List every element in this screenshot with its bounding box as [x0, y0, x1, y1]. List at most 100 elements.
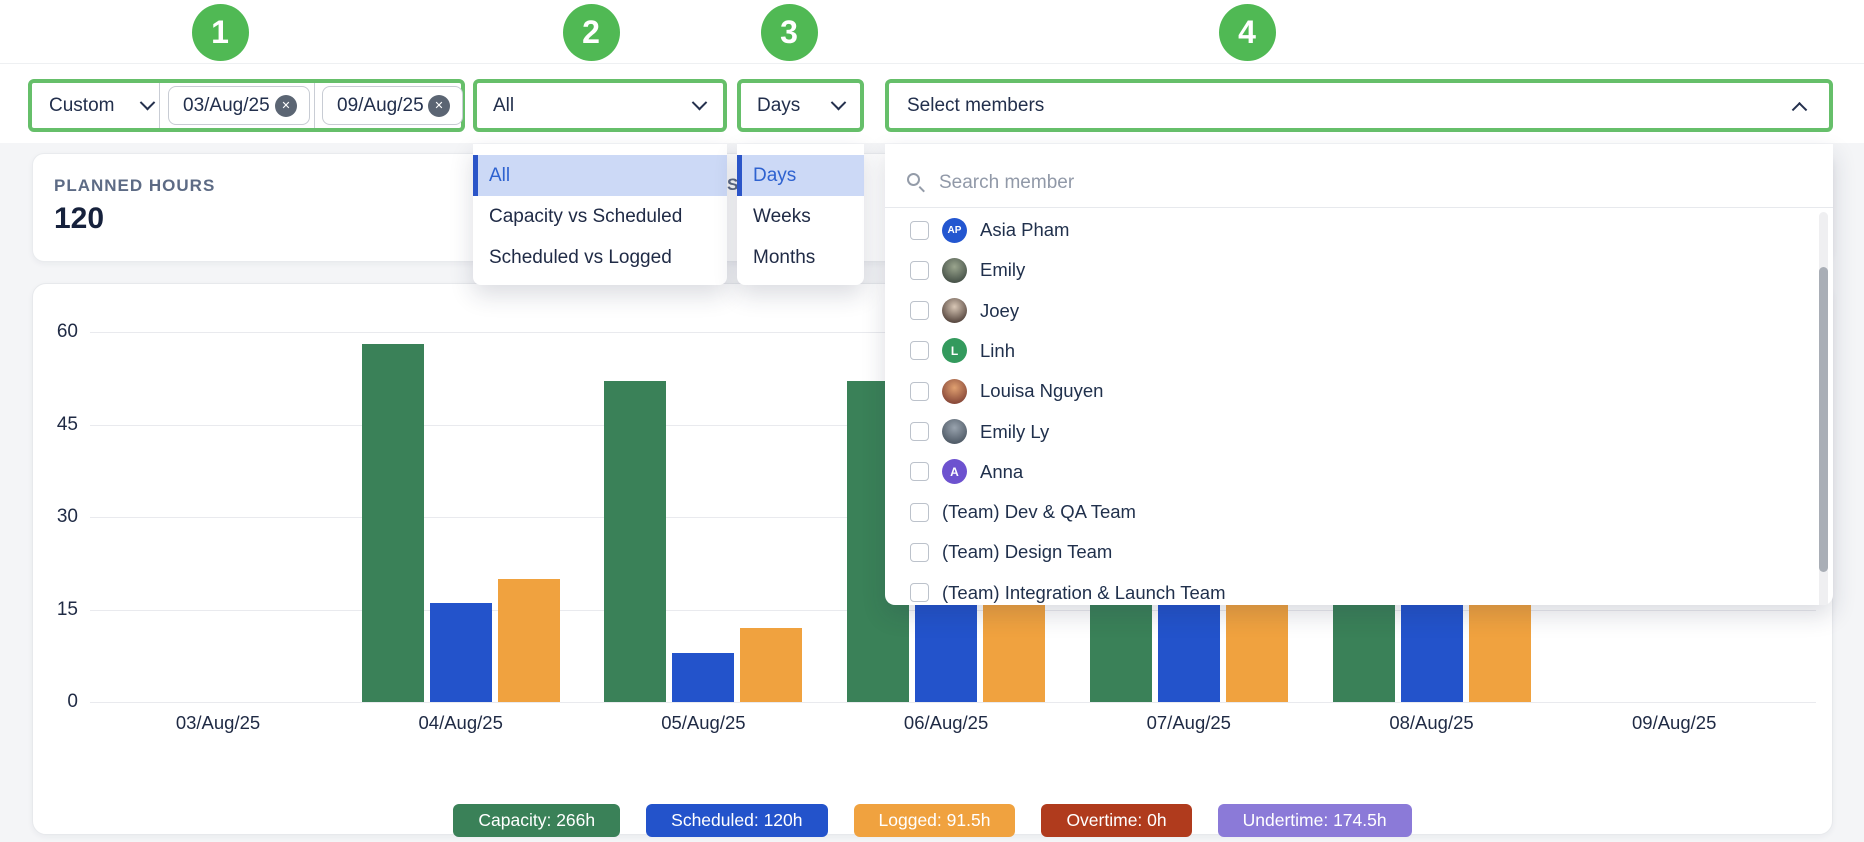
member-name: Joey [980, 299, 1020, 321]
chart-legend: Capacity: 266h Scheduled: 120h Logged: 91.… [32, 804, 1833, 837]
member-checkbox[interactable] [910, 422, 929, 441]
member-row[interactable]: (Team) Dev & QA Team [885, 492, 1833, 532]
y-axis-label-60: 60 [56, 321, 78, 342]
avatar [942, 298, 967, 324]
avatar [942, 257, 967, 283]
y-axis-label-45: 45 [56, 413, 78, 435]
members-dropdown-panel: Search member AP Asia Pham Emily Joey L Linh L… [885, 144, 1833, 605]
legend-undertime[interactable]: Undertime: 174.5h [1217, 804, 1412, 837]
member-row[interactable]: L Linh [885, 331, 1833, 371]
member-name: Emily Ly [980, 420, 1050, 442]
member-checkbox[interactable] [910, 260, 929, 280]
member-name: Linh [980, 339, 1015, 361]
x-axis-label-07-Aug-25: 07/Aug/25 [1146, 712, 1231, 733]
x-axis-label-09-Aug-25: 09/Aug/25 [1632, 712, 1717, 733]
interval-dropdown-menu: Days Weeks Months [737, 144, 864, 285]
menu-option-all[interactable]: All [473, 155, 727, 196]
scrollbar-thumb[interactable] [1819, 267, 1828, 572]
start-date-value: 03/Aug/25 [183, 94, 270, 116]
bar-scheduled-05-Aug-25 [672, 652, 735, 702]
x-axis-label-03-Aug-25: 03/Aug/25 [175, 712, 261, 733]
gridline-0 [90, 702, 1816, 703]
chevron-up-icon [1791, 101, 1808, 118]
member-name: Emily [980, 259, 1026, 281]
chevron-down-icon [691, 94, 708, 111]
member-row[interactable]: Joey [885, 291, 1833, 331]
legend-scheduled[interactable]: Scheduled: 120h [646, 804, 828, 837]
end-date-value: 09/Aug/25 [337, 94, 424, 116]
step-badge-1: 1 [191, 4, 249, 61]
member-row[interactable]: (Team) Design Team [885, 532, 1833, 572]
clear-end-date-icon[interactable]: ✕ [428, 94, 450, 117]
menu-option-scheduled-vs-logged[interactable]: Scheduled vs Logged [489, 246, 672, 268]
member-search-input[interactable]: Search member [939, 171, 1075, 193]
members-select[interactable]: Select members [885, 79, 1833, 132]
x-axis-label-05-Aug-25: 05/Aug/25 [661, 712, 746, 733]
bar-capacity-04-Aug-25 [361, 344, 424, 702]
period-select-value[interactable]: Custom [49, 94, 115, 116]
member-checkbox[interactable] [910, 341, 929, 361]
avatar: L [942, 338, 967, 364]
member-name: (Team) Integration & Launch Team [942, 581, 1226, 603]
metric-dropdown-menu: All Capacity vs Scheduled Scheduled vs Log… [473, 144, 727, 285]
member-checkbox[interactable] [910, 542, 929, 562]
x-axis-label-04-Aug-25: 04/Aug/25 [418, 712, 503, 733]
metric-select-value: All [493, 94, 515, 116]
divider [159, 83, 160, 128]
bar-capacity-05-Aug-25 [604, 381, 667, 702]
member-row[interactable]: (Team) Integration & Launch Team [885, 573, 1833, 605]
avatar: A [942, 459, 967, 485]
step-badge-2: 2 [562, 4, 620, 61]
member-search-row[interactable]: Search member [885, 158, 1833, 207]
members-select-placeholder: Select members [907, 94, 1045, 116]
member-checkbox[interactable] [910, 220, 929, 240]
avatar [942, 378, 967, 404]
divider [885, 207, 1833, 208]
member-name: (Team) Design Team [942, 541, 1113, 563]
step-badge-3: 3 [760, 4, 818, 61]
menu-option-days[interactable]: Days [737, 155, 864, 196]
menu-option-weeks[interactable]: Weeks [753, 205, 811, 227]
bar-logged-05-Aug-25 [740, 628, 803, 702]
member-checkbox[interactable] [910, 502, 929, 522]
member-name: (Team) Dev & QA Team [942, 501, 1136, 523]
divider [314, 83, 315, 128]
member-checkbox[interactable] [910, 583, 929, 603]
metric-select[interactable]: All [473, 79, 727, 132]
menu-option-capacity-vs-scheduled[interactable]: Capacity vs Scheduled [489, 205, 683, 227]
member-name: Anna [980, 460, 1024, 482]
x-axis-label-08-Aug-25: 08/Aug/25 [1389, 712, 1474, 733]
bar-logged-04-Aug-25 [497, 578, 560, 702]
avatar: AP [942, 217, 967, 243]
member-row[interactable]: Emily [885, 250, 1833, 290]
legend-overtime[interactable]: Overtime: 0h [1041, 804, 1192, 837]
start-date-input[interactable]: 03/Aug/25 ✕ [168, 86, 310, 125]
planned-hours-value: 120 [54, 202, 105, 235]
member-checkbox[interactable] [910, 301, 929, 321]
bar-scheduled-04-Aug-25 [429, 603, 492, 702]
y-axis-label-30: 30 [56, 506, 78, 527]
member-row[interactable]: Emily Ly [885, 412, 1833, 452]
member-name: Asia Pham [980, 219, 1070, 240]
member-row[interactable]: AP Asia Pham [885, 210, 1833, 250]
end-date-input[interactable]: 09/Aug/25 ✕ [322, 86, 463, 125]
member-checkbox[interactable] [910, 462, 929, 482]
planned-hours-label: PLANNED HOURS [54, 176, 216, 195]
member-row[interactable]: A Anna [885, 452, 1833, 492]
menu-option-months[interactable]: Months [753, 246, 816, 268]
member-row[interactable]: Louisa Nguyen [885, 371, 1833, 411]
clear-start-date-icon[interactable]: ✕ [275, 94, 297, 117]
y-axis-label-0: 0 [67, 691, 78, 712]
chevron-down-icon [140, 94, 156, 111]
legend-logged[interactable]: Logged: 91.5h [853, 804, 1016, 837]
interval-select-value: Days [757, 94, 801, 116]
legend-capacity[interactable]: Capacity: 266h [453, 804, 621, 837]
hidden-card-label-fragment: S [727, 175, 740, 194]
step-badge-4: 4 [1218, 4, 1276, 61]
y-axis-label-15: 15 [56, 598, 78, 620]
member-checkbox[interactable] [910, 381, 929, 401]
interval-select[interactable]: Days [737, 79, 864, 132]
chevron-down-icon [830, 94, 847, 111]
avatar [942, 419, 967, 444]
